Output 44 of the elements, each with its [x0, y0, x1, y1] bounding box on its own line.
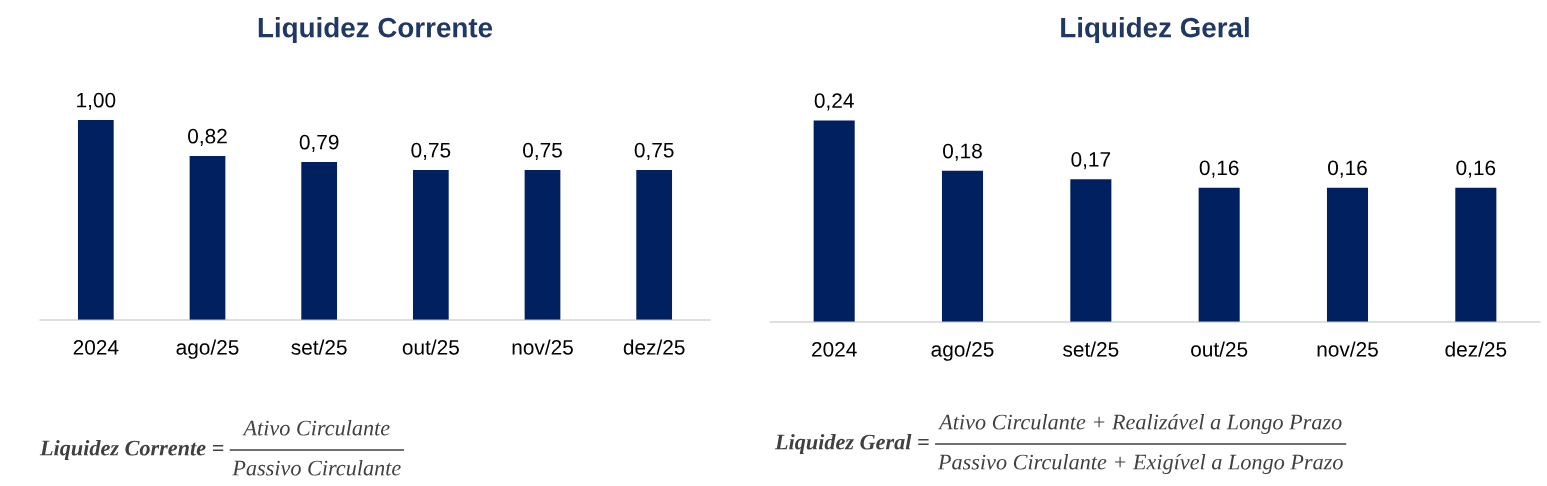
bar — [412, 170, 449, 320]
bar — [1326, 187, 1369, 322]
bar — [636, 170, 673, 320]
text: Passivo Circulante + Exigível a Longo Prazo — [937, 453, 1343, 475]
data-label: 0,75 — [523, 142, 562, 161]
x-tick-label: set/25 — [291, 339, 347, 355]
data-label: 0,17 — [1071, 152, 1111, 170]
data-label: 0,24 — [814, 93, 854, 111]
x-tick-label: nov/25 — [512, 339, 573, 355]
x-tick-label: dez/25 — [623, 339, 685, 355]
text: Ativo Circulante — [242, 419, 390, 436]
bar — [1070, 179, 1112, 322]
bar — [524, 170, 561, 320]
text: Liquidez Geral = — [774, 433, 929, 455]
data-label: 0,82 — [188, 128, 227, 147]
bar — [189, 156, 226, 320]
bar — [1198, 187, 1240, 322]
data-label: 0,16 — [1456, 160, 1496, 178]
data-label: 0,75 — [411, 142, 451, 161]
text: Ativo Circulante + Realizável a Longo Prazo — [937, 413, 1342, 435]
x-tick-label: ago/25 — [931, 341, 994, 361]
data-label: 0,16 — [1328, 160, 1367, 178]
data-label: 0,79 — [299, 134, 339, 153]
bar — [77, 120, 114, 320]
x-tick-label: 2024 — [73, 339, 119, 355]
x-tick-label: ago/25 — [176, 339, 239, 359]
text: Passivo Circulante — [232, 459, 401, 476]
bar — [813, 120, 855, 322]
data-label: 1,00 — [77, 92, 116, 111]
x-tick-label: 2024 — [812, 341, 857, 357]
data-label: 0,18 — [943, 143, 982, 161]
x-tick-label: dez/25 — [1445, 341, 1507, 357]
data-label: 0,75 — [634, 142, 674, 161]
text: Liquidez Corrente = — [39, 439, 224, 461]
bar — [1455, 187, 1497, 322]
chart-title: Liquidez Geral — [1061, 17, 1249, 43]
bar — [941, 170, 984, 322]
x-tick-label: nov/25 — [1317, 341, 1378, 357]
x-tick-label: out/25 — [1191, 341, 1248, 357]
x-tick-label: set/25 — [1063, 341, 1119, 357]
data-label: 0,16 — [1199, 160, 1239, 178]
x-tick-label: out/25 — [402, 339, 459, 355]
chart-title: Liquidez Corrente — [258, 17, 493, 43]
bar — [301, 162, 338, 320]
